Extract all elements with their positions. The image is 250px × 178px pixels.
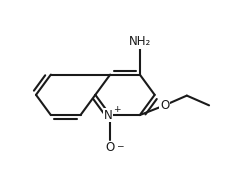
Text: −: − [116,141,123,150]
Text: +: + [112,105,120,114]
Text: N: N [104,109,113,122]
Text: NH₂: NH₂ [129,35,151,48]
Text: O: O [106,141,115,154]
Text: O: O [160,99,169,112]
